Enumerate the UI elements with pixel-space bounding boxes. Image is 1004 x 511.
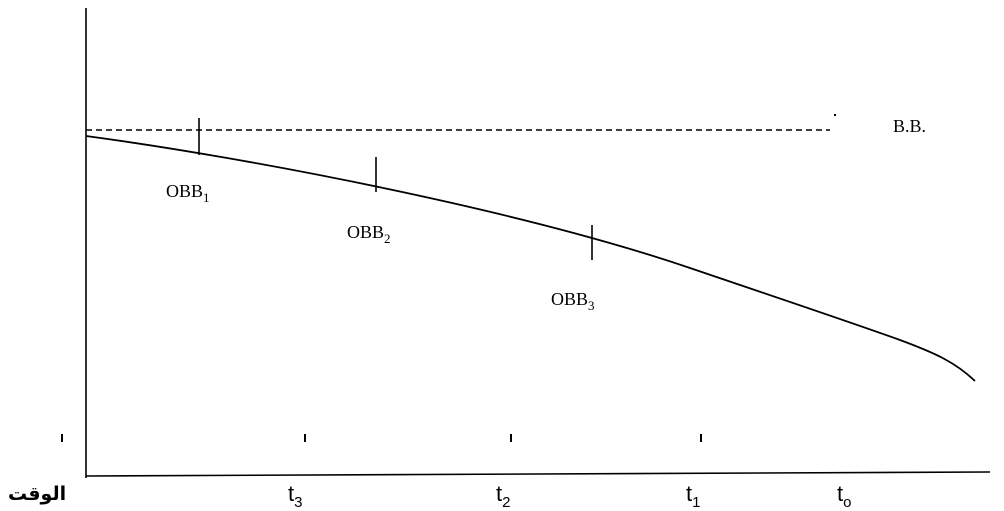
time-label-t3: t3 (288, 481, 302, 511)
marker-label-3: OBB3 (551, 289, 595, 313)
marker-label-1: OBB1 (166, 181, 210, 205)
time-label-t1: t1 (686, 481, 700, 511)
time-label-t2: t2 (496, 481, 510, 511)
time-label-to: to (837, 481, 851, 511)
decline-curve (85, 135, 976, 382)
marker-label-2: OBB2 (347, 222, 391, 246)
reference-label: B.B. (893, 116, 926, 136)
reference-dot (834, 114, 836, 116)
axis-label-time: الوقت (8, 484, 66, 505)
x-axis (85, 471, 991, 477)
